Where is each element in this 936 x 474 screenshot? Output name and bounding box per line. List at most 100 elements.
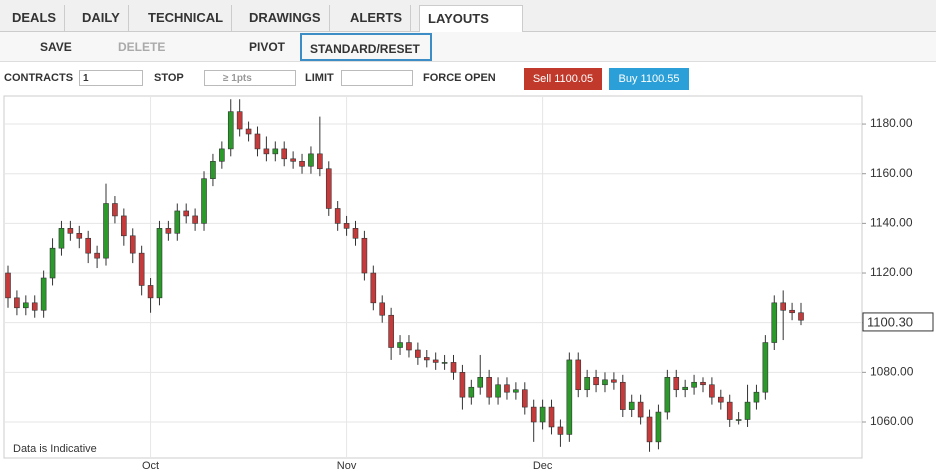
delete[interactable]: DELETE [118, 40, 166, 54]
order-bar: CONTRACTS 1 STOP ≥ 1pts LIMIT FORCE OPEN… [0, 66, 936, 92]
candle-body [557, 426, 564, 435]
candle-body [76, 233, 83, 239]
candle-body [521, 389, 528, 408]
action-bar: SAVE DELETE PIVOT STANDARD/RESET [0, 32, 936, 62]
candle-body [121, 215, 127, 237]
y-tick-label: 1060.00 [870, 414, 914, 428]
candle-body [691, 381, 697, 388]
candle-body [352, 228, 359, 239]
menu[interactable]: DRAWINGS [241, 5, 330, 31]
candle-body [129, 235, 136, 254]
candle-body [201, 178, 207, 224]
candle-body [655, 411, 662, 443]
candle-body [138, 252, 145, 286]
label: FORCE OPEN [423, 72, 496, 84]
y-tick-label: 1180.00 [870, 116, 913, 130]
candle-body [343, 223, 350, 229]
candle-body [317, 153, 323, 170]
candle-body [611, 379, 617, 383]
candle-body [334, 208, 341, 224]
candle-body [210, 160, 216, 179]
candle-body [718, 396, 724, 403]
candle-body [646, 416, 653, 443]
standard-reset[interactable]: STANDARD/RESET [300, 33, 432, 61]
candle-body [397, 342, 403, 348]
x-tick-label: Oct [142, 460, 159, 472]
candle-body [290, 158, 296, 162]
candle-body [530, 406, 537, 423]
label[interactable]: STOP [154, 72, 184, 84]
candle-body [548, 406, 555, 428]
candle-body [174, 210, 181, 234]
candle-body [468, 386, 475, 398]
candle-body [227, 111, 234, 150]
candle-body [272, 148, 279, 155]
candle-body [477, 377, 484, 388]
sell-button[interactable]: Sell 1100.05 [524, 68, 602, 90]
annotation: Data is Indicative [13, 443, 97, 455]
last-price-box [862, 312, 934, 332]
candle-body [584, 377, 590, 391]
candle-body [539, 406, 546, 423]
candle-body [798, 312, 804, 321]
menu[interactable]: DEALS [4, 5, 66, 31]
y-tick-label: 1120.00 [870, 265, 913, 279]
label: CONTRACTS [4, 72, 74, 84]
candle-body [628, 401, 635, 410]
candle-body [14, 297, 20, 309]
candle-body [762, 342, 769, 393]
candle-body [459, 372, 466, 398]
menu[interactable]: ALERTS [342, 5, 411, 31]
candle-body [415, 349, 421, 358]
candle-body [673, 377, 680, 391]
candle-body [771, 302, 778, 343]
candle-body [245, 128, 252, 135]
buy-button[interactable]: Buy 1100.55 [609, 68, 689, 90]
candle-body [593, 377, 599, 386]
candle-body [504, 384, 510, 393]
candle-body [94, 252, 100, 259]
candle-body [308, 153, 314, 167]
candle-body [112, 203, 118, 217]
candle-body [423, 357, 430, 361]
candle-body [156, 228, 163, 299]
contracts-input[interactable]: 1 [79, 70, 143, 86]
pivot[interactable]: PIVOT [249, 40, 286, 54]
candle-body [325, 168, 332, 209]
candle-body [379, 302, 386, 316]
candle-body [441, 362, 448, 364]
candle-body [789, 309, 795, 314]
x-tick-label: Dec [533, 460, 553, 472]
candle-body [700, 381, 706, 386]
chart: Data is Indicative 1060.001080.001100.00… [3, 95, 934, 472]
candle-body [40, 277, 47, 311]
limit-input[interactable] [341, 70, 413, 86]
candle-body [619, 381, 626, 410]
candle-body [58, 228, 65, 249]
candle-body [281, 148, 288, 160]
candle-body [67, 228, 74, 234]
candle-body [299, 160, 305, 167]
candle-body [192, 215, 198, 224]
label: LIMIT [305, 72, 334, 84]
menu[interactable]: LAYOUTS [419, 5, 523, 32]
candle-body [219, 148, 225, 162]
candle-body [753, 391, 760, 403]
save[interactable]: SAVE [40, 40, 72, 54]
candle-body [513, 389, 519, 393]
menu[interactable]: TECHNICAL [140, 5, 233, 31]
candle-body [602, 379, 608, 386]
candle-body [780, 302, 786, 311]
candle-body [566, 359, 573, 435]
stop-input[interactable]: ≥ 1pts [204, 70, 296, 86]
candle-body [495, 384, 501, 398]
menu[interactable]: DAILY [74, 5, 129, 31]
y-tick-label: 1080.00 [870, 365, 914, 379]
candle-body [254, 133, 261, 150]
candle-body [735, 419, 742, 421]
candle-body [236, 111, 243, 130]
candle-body [406, 342, 412, 351]
candle-body [664, 377, 671, 413]
candle-body [432, 359, 439, 363]
